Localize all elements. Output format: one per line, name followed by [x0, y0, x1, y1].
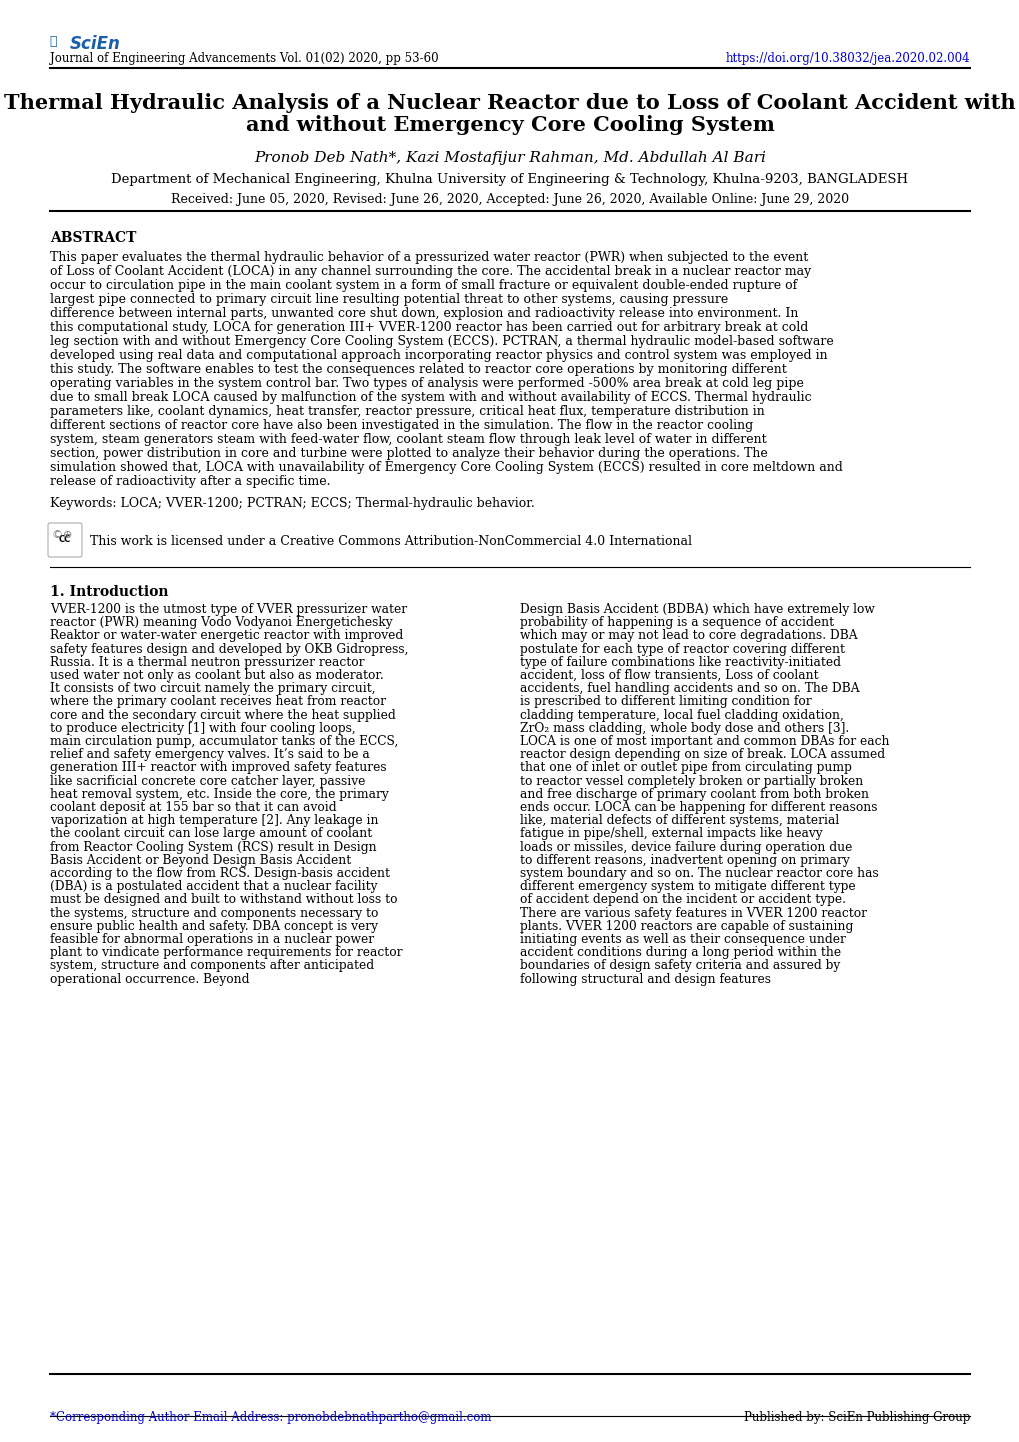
Text: ABSTRACT: ABSTRACT	[50, 231, 137, 245]
Text: and without Emergency Core Cooling System: and without Emergency Core Cooling Syste…	[246, 115, 773, 136]
Text: SciEn: SciEn	[70, 35, 121, 53]
Text: accident conditions during a long period within the: accident conditions during a long period…	[520, 946, 841, 959]
Text: *Corresponding Author Email Address: pronobdebnathpartho@gmail.com: *Corresponding Author Email Address: pro…	[50, 1412, 491, 1425]
Text: difference between internal parts, unwanted core shut down, explosion and radioa: difference between internal parts, unwan…	[50, 307, 798, 320]
Text: Thermal Hydraulic Analysis of a Nuclear Reactor due to Loss of Coolant Accident : Thermal Hydraulic Analysis of a Nuclear …	[4, 92, 1015, 112]
Text: to produce electricity [1] with four cooling loops,: to produce electricity [1] with four coo…	[50, 722, 356, 735]
FancyBboxPatch shape	[48, 523, 82, 557]
Text: feasible for abnormal operations in a nuclear power: feasible for abnormal operations in a nu…	[50, 933, 374, 946]
Text: Received: June 05, 2020, Revised: June 26, 2020, Accepted: June 26, 2020, Availa: Received: June 05, 2020, Revised: June 2…	[171, 193, 848, 206]
Text: It consists of two circuit namely the primary circuit,: It consists of two circuit namely the pr…	[50, 682, 375, 695]
Text: and free discharge of primary coolant from both broken: and free discharge of primary coolant fr…	[520, 787, 868, 800]
Text: must be designed and built to withstand without loss to: must be designed and built to withstand …	[50, 894, 397, 907]
Text: leg section with and without Emergency Core Cooling System (ECCS). PCTRAN, a the: leg section with and without Emergency C…	[50, 335, 833, 348]
Text: used water not only as coolant but also as moderator.: used water not only as coolant but also …	[50, 669, 383, 682]
Text: section, power distribution in core and turbine were plotted to analyze their be: section, power distribution in core and …	[50, 447, 767, 460]
Text: parameters like, coolant dynamics, heat transfer, reactor pressure, critical hea: parameters like, coolant dynamics, heat …	[50, 405, 764, 418]
Text: ends occur. LOCA can be happening for different reasons: ends occur. LOCA can be happening for di…	[520, 800, 876, 813]
Text: from Reactor Cooling System (RCS) result in Design: from Reactor Cooling System (RCS) result…	[50, 841, 376, 854]
Text: 1. Introduction: 1. Introduction	[50, 585, 168, 598]
Text: this study. The software enables to test the consequences related to reactor cor: this study. The software enables to test…	[50, 363, 786, 376]
Text: reactor design depending on size of break. LOCA assumed: reactor design depending on size of brea…	[520, 748, 884, 761]
Text: like, material defects of different systems, material: like, material defects of different syst…	[520, 815, 839, 828]
Text: this computational study, LOCA for generation III+ VVER-1200 reactor has been ca: this computational study, LOCA for gener…	[50, 322, 808, 335]
Text: Pronob Deb Nath*, Kazi Mostafijur Rahman, Md. Abdullah Al Bari: Pronob Deb Nath*, Kazi Mostafijur Rahman…	[254, 151, 765, 164]
Text: occur to circulation pipe in the main coolant system in a form of small fracture: occur to circulation pipe in the main co…	[50, 278, 797, 291]
Text: ©: ©	[52, 531, 63, 539]
Text: Design Basis Accident (BDBA) which have extremely low: Design Basis Accident (BDBA) which have …	[520, 603, 874, 616]
Text: different sections of reactor core have also been investigated in the simulation: different sections of reactor core have …	[50, 420, 752, 433]
Text: following structural and design features: following structural and design features	[520, 972, 770, 985]
Text: heat removal system, etc. Inside the core, the primary: heat removal system, etc. Inside the cor…	[50, 787, 388, 800]
Text: accident, loss of flow transients, Loss of coolant: accident, loss of flow transients, Loss …	[520, 669, 818, 682]
Text: ensure public health and safety. DBA concept is very: ensure public health and safety. DBA con…	[50, 920, 378, 933]
Text: that one of inlet or outlet pipe from circulating pump: that one of inlet or outlet pipe from ci…	[520, 761, 851, 774]
Text: the systems, structure and components necessary to: the systems, structure and components ne…	[50, 907, 378, 920]
Text: system boundary and so on. The nuclear reactor core has: system boundary and so on. The nuclear r…	[520, 867, 878, 880]
Text: Reaktor or water-water energetic reactor with improved: Reaktor or water-water energetic reactor…	[50, 629, 403, 642]
Text: to reactor vessel completely broken or partially broken: to reactor vessel completely broken or p…	[520, 774, 862, 787]
Text: postulate for each type of reactor covering different: postulate for each type of reactor cover…	[520, 643, 844, 656]
Text: LOCA is one of most important and common DBAs for each: LOCA is one of most important and common…	[520, 735, 889, 748]
Text: of Loss of Coolant Accident (LOCA) in any channel surrounding the core. The acci: of Loss of Coolant Accident (LOCA) in an…	[50, 265, 810, 278]
Text: operating variables in the system control bar. Two types of analysis were perfor: operating variables in the system contro…	[50, 376, 803, 389]
Text: operational occurrence. Beyond: operational occurrence. Beyond	[50, 972, 250, 985]
Text: VVER-1200 is the utmost type of VVER pressurizer water: VVER-1200 is the utmost type of VVER pre…	[50, 603, 407, 616]
Text: cladding temperature, local fuel cladding oxidation,: cladding temperature, local fuel claddin…	[520, 708, 843, 721]
Text: (DBA) is a postulated accident that a nuclear facility: (DBA) is a postulated accident that a nu…	[50, 880, 377, 893]
Text: generation III+ reactor with improved safety features: generation III+ reactor with improved sa…	[50, 761, 386, 774]
Text: probability of happening is a sequence of accident: probability of happening is a sequence o…	[520, 616, 834, 629]
Text: accidents, fuel handling accidents and so on. The DBA: accidents, fuel handling accidents and s…	[520, 682, 859, 695]
Text: of accident depend on the incident or accident type.: of accident depend on the incident or ac…	[520, 894, 845, 907]
Text: due to small break LOCA caused by malfunction of the system with and without ava: due to small break LOCA caused by malfun…	[50, 391, 811, 404]
Text: to different reasons, inadvertent opening on primary: to different reasons, inadvertent openin…	[520, 854, 849, 867]
Text: where the primary coolant receives heat from reactor: where the primary coolant receives heat …	[50, 695, 385, 708]
Text: CC: CC	[59, 535, 71, 545]
Text: different emergency system to mitigate different type: different emergency system to mitigate d…	[520, 880, 855, 893]
Text: the coolant circuit can lose large amount of coolant: the coolant circuit can lose large amoun…	[50, 828, 372, 841]
Text: vaporization at high temperature [2]. Any leakage in: vaporization at high temperature [2]. An…	[50, 815, 378, 828]
Text: plant to vindicate performance requirements for reactor: plant to vindicate performance requireme…	[50, 946, 403, 959]
Text: like sacrificial concrete core catcher layer, passive: like sacrificial concrete core catcher l…	[50, 774, 365, 787]
Text: There are various safety features in VVER 1200 reactor: There are various safety features in VVE…	[520, 907, 866, 920]
Text: ZrO₂ mass cladding, whole body dose and others [3].: ZrO₂ mass cladding, whole body dose and …	[520, 722, 849, 735]
Text: core and the secondary circuit where the heat supplied: core and the secondary circuit where the…	[50, 708, 395, 721]
Text: Journal of Engineering Advancements Vol. 01(02) 2020, pp 53-60: Journal of Engineering Advancements Vol.…	[50, 52, 438, 65]
Text: relief and safety emergency valves. It’s said to be a: relief and safety emergency valves. It’s…	[50, 748, 370, 761]
Text: type of failure combinations like reactivity-initiated: type of failure combinations like reacti…	[520, 656, 841, 669]
Text: Basis Accident or Beyond Design Basis Accident: Basis Accident or Beyond Design Basis Ac…	[50, 854, 351, 867]
Text: safety features design and developed by OKB Gidropress,: safety features design and developed by …	[50, 643, 408, 656]
Text: reactor (PWR) meaning Vodo Vodyanoi Energetichesky: reactor (PWR) meaning Vodo Vodyanoi Ener…	[50, 616, 392, 629]
Text: This work is licensed under a Creative Commons Attribution-NonCommercial 4.0 Int: This work is licensed under a Creative C…	[90, 535, 691, 548]
Text: 🌊: 🌊	[50, 35, 61, 48]
Text: according to the flow from RCS. Design-basis accident: according to the flow from RCS. Design-b…	[50, 867, 389, 880]
Text: system, steam generators steam with feed-water flow, coolant steam flow through : system, steam generators steam with feed…	[50, 433, 766, 446]
Text: This paper evaluates the thermal hydraulic behavior of a pressurized water react: This paper evaluates the thermal hydraul…	[50, 251, 807, 264]
Text: Published by: SciEn Publishing Group: Published by: SciEn Publishing Group	[743, 1412, 969, 1425]
Text: plants. VVER 1200 reactors are capable of sustaining: plants. VVER 1200 reactors are capable o…	[520, 920, 853, 933]
Text: which may or may not lead to core degradations. DBA: which may or may not lead to core degrad…	[520, 629, 857, 642]
Text: initiating events as well as their consequence under: initiating events as well as their conse…	[520, 933, 845, 946]
Text: coolant deposit at 155 bar so that it can avoid: coolant deposit at 155 bar so that it ca…	[50, 800, 336, 813]
Text: Keywords: LOCA; VVER-1200; PCTRAN; ECCS; Thermal-hydraulic behavior.: Keywords: LOCA; VVER-1200; PCTRAN; ECCS;…	[50, 497, 534, 510]
Text: main circulation pump, accumulator tanks of the ECCS,: main circulation pump, accumulator tanks…	[50, 735, 398, 748]
Text: system, structure and components after anticipated: system, structure and components after a…	[50, 959, 374, 972]
Text: simulation showed that, LOCA with unavailability of Emergency Core Cooling Syste: simulation showed that, LOCA with unavai…	[50, 461, 842, 474]
Text: is prescribed to different limiting condition for: is prescribed to different limiting cond…	[520, 695, 811, 708]
Text: boundaries of design safety criteria and assured by: boundaries of design safety criteria and…	[520, 959, 840, 972]
Text: release of radioactivity after a specific time.: release of radioactivity after a specifi…	[50, 474, 330, 487]
Text: developed using real data and computational approach incorporating reactor physi: developed using real data and computatio…	[50, 349, 826, 362]
Text: Russia. It is a thermal neutron pressurizer reactor: Russia. It is a thermal neutron pressuri…	[50, 656, 364, 669]
Text: largest pipe connected to primary circuit line resulting potential threat to oth: largest pipe connected to primary circui…	[50, 293, 728, 306]
Text: fatigue in pipe/shell, external impacts like heavy: fatigue in pipe/shell, external impacts …	[520, 828, 821, 841]
Text: loads or missiles, device failure during operation due: loads or missiles, device failure during…	[520, 841, 852, 854]
Text: Department of Mechanical Engineering, Khulna University of Engineering & Technol: Department of Mechanical Engineering, Kh…	[111, 173, 908, 186]
Text: ⊕: ⊕	[63, 531, 72, 539]
Text: https://doi.org/10.38032/jea.2020.02.004: https://doi.org/10.38032/jea.2020.02.004	[725, 52, 969, 65]
